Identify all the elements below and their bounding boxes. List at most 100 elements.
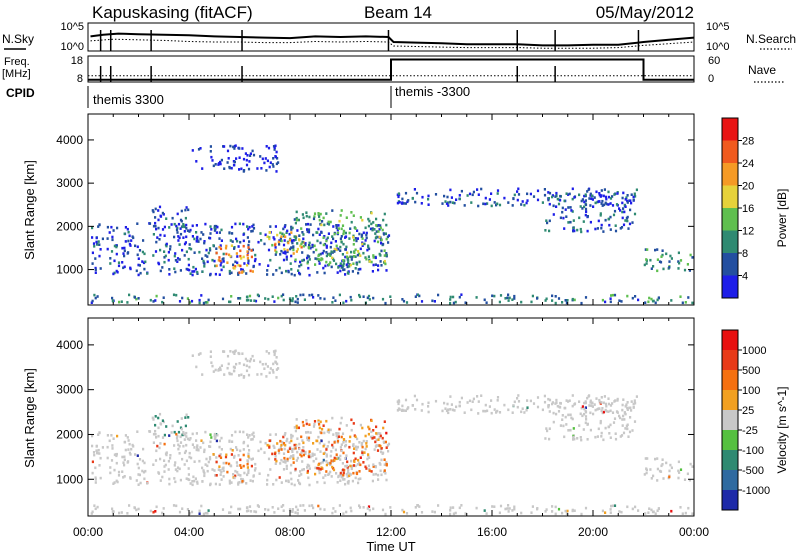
velocity-cell-756 [342, 441, 345, 444]
power-cell-172 [317, 227, 320, 231]
power-cell-936 [401, 197, 404, 201]
power-cell-1379 [433, 300, 436, 303]
velocity-cell-865 [302, 424, 305, 427]
velocity-cell-527 [157, 472, 161, 475]
velocity-cell-918 [490, 411, 493, 415]
power-cell-447 [247, 259, 250, 263]
velocity-cell-1344 [282, 504, 285, 507]
power-cell-188 [307, 266, 310, 270]
velocity-cell-327 [188, 451, 191, 455]
power-cell-41 [302, 237, 305, 241]
power-cell-316 [278, 266, 281, 270]
power-cell-1079 [556, 197, 559, 201]
power-cell-1069 [631, 221, 634, 224]
power-cell-284 [116, 270, 119, 274]
power-cell-210 [286, 250, 289, 254]
power-cell-1328 [384, 301, 387, 305]
power-cell-876 [296, 242, 299, 245]
power-cell-117 [167, 250, 170, 254]
power-cell-837 [352, 235, 355, 239]
velocity-cell-829 [370, 470, 373, 473]
power-cell-889 [352, 243, 355, 246]
power-cell-1374 [513, 294, 516, 298]
power-cell-1355 [613, 293, 617, 297]
power-cell-833 [375, 224, 378, 227]
power-cell-638 [272, 145, 276, 148]
velocity-cell-822 [292, 457, 295, 461]
power-cell-1151 [579, 205, 582, 208]
power-cell-694 [279, 231, 282, 235]
power-cell-821 [316, 257, 319, 261]
power-cell-593 [238, 147, 241, 150]
power-cell-496 [165, 242, 168, 246]
velocity-cell-1296 [294, 511, 297, 514]
velocity-cell-318 [322, 476, 325, 479]
power-cell-853 [296, 247, 299, 251]
velocity-cell-1067 [593, 403, 596, 406]
power-cell-402 [366, 248, 369, 252]
power-cell-532 [306, 222, 310, 226]
velocity-cell-720 [339, 421, 342, 425]
velocity-cell-419 [204, 463, 207, 466]
velocity-colorbar-label: Velocity [m s^-1] [775, 387, 789, 474]
power-cell-1358 [273, 300, 276, 303]
power-cell-73 [290, 225, 293, 229]
power-cell-1308 [449, 298, 452, 301]
power-cell-695 [300, 245, 303, 249]
power-cell-981 [598, 192, 601, 195]
velocity-cell-951 [415, 398, 419, 402]
velocity-cell-573 [226, 354, 230, 358]
power-cell-601 [242, 170, 245, 173]
velocity-cell-1137 [624, 427, 627, 430]
velocity-cell-1312 [637, 509, 640, 512]
power-cell-520 [386, 235, 389, 239]
power-cell-1380 [204, 301, 207, 304]
power-cell-1205 [661, 249, 664, 252]
velocity-cell-1277 [207, 509, 210, 512]
power-cell-1230 [460, 293, 463, 296]
power-cell-474 [212, 244, 215, 247]
power-cell-765 [367, 255, 370, 258]
velocity-cell-873 [370, 430, 373, 434]
velocity-cell-808 [317, 463, 320, 467]
velocity-cell-250 [167, 468, 170, 471]
velocity-cell-371 [317, 468, 321, 472]
power-cell-1036 [444, 200, 447, 203]
power-cell-511 [324, 264, 327, 268]
power-cell-253 [335, 226, 338, 230]
velocity-cell-1056 [626, 427, 629, 431]
velocity-cell-912 [548, 410, 551, 413]
power-cell-1075 [602, 230, 605, 233]
velocity-cell-518 [275, 478, 278, 482]
power-cell-818 [368, 247, 371, 251]
velocity-cell-634 [275, 356, 278, 359]
power-cell-546 [184, 216, 187, 220]
power-cell-1282 [609, 300, 612, 304]
power-cell-357 [195, 231, 198, 234]
power-cell-57 [323, 242, 327, 246]
power-cell-1297 [634, 295, 637, 298]
velocity-cell-923 [480, 394, 483, 397]
power-cell-594 [233, 163, 236, 167]
velocity-cell-214 [316, 448, 319, 451]
velocity-cell-57 [323, 451, 327, 455]
velocity-cell-495 [359, 477, 362, 480]
velocity-cell-940 [580, 406, 583, 410]
velocity-cell-1314 [449, 512, 452, 516]
velocity-cell-188 [307, 476, 310, 480]
power-cell-1383 [247, 298, 250, 302]
power-cell-843 [295, 218, 299, 222]
velocity-cell-792 [382, 426, 385, 430]
power-cell-663 [218, 245, 221, 249]
power-cell-16 [174, 252, 177, 255]
power-cell-481 [284, 250, 287, 253]
power-cell-296 [379, 260, 382, 263]
velocity-cell-10 [220, 436, 223, 440]
velocity-cell-611 [256, 373, 259, 376]
power-cell-893 [352, 262, 355, 265]
velocity-cell-113 [203, 471, 206, 475]
velocity-cell-813 [301, 449, 304, 452]
velocity-cell-390 [298, 481, 301, 485]
velocity-cell-1268 [202, 512, 205, 516]
velocity-cell-805 [318, 426, 321, 430]
